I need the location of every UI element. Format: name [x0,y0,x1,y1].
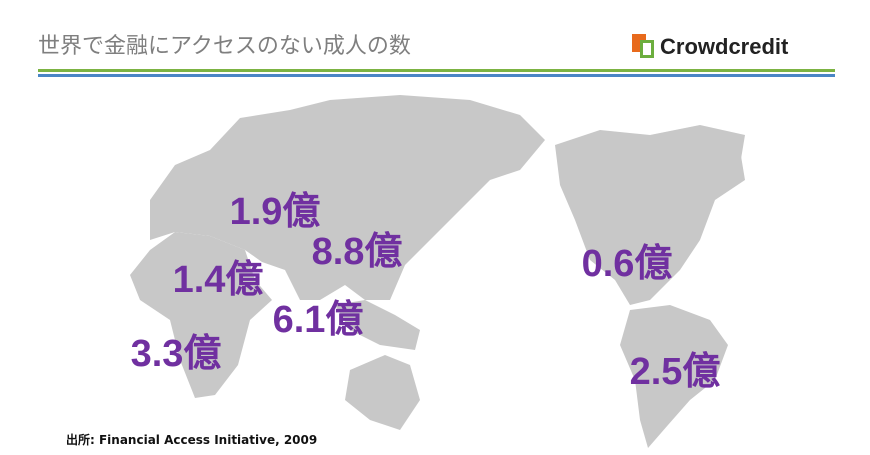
source: 出所: Financial Access Initiative, 2009 [66,432,317,447]
region-label: 1.4億 [173,259,264,301]
title: 世界で金融にアクセスのない成人の数 [38,34,411,59]
region-label: 6.1億 [273,299,364,341]
region-label: 2.5億 [630,351,721,393]
region-label: 1.9億 [230,191,321,233]
region-label: 3.3億 [131,333,222,375]
world-map [130,95,745,448]
rule-blue [38,74,835,77]
rule-green [38,69,835,72]
logo-icon [632,34,654,58]
region-label: 8.8億 [312,231,403,273]
logo-text: Crowdcredit [660,34,789,59]
region-label: 0.6億 [582,243,673,285]
